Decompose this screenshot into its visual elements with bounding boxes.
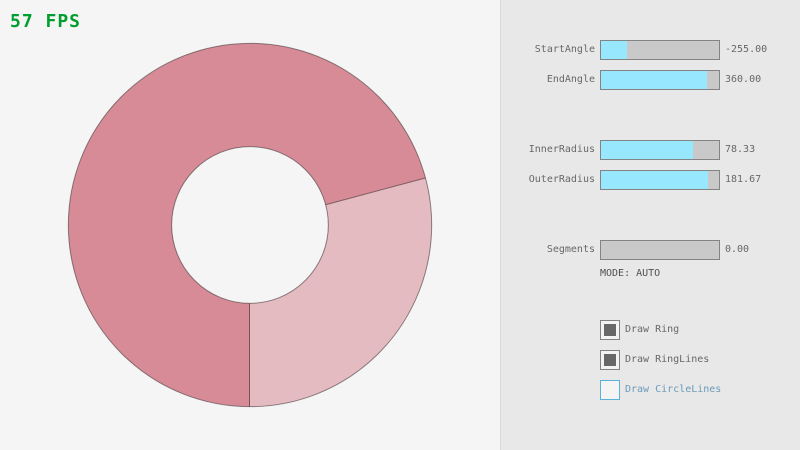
outer-radius-label: OuterRadius	[528, 174, 595, 185]
checkmark-icon	[604, 354, 616, 366]
ring-lines	[67, 42, 433, 408]
inner-radius-value: 78.33	[725, 144, 756, 155]
checkbox-row-draw-ringlines: Draw RingLines	[0, 350, 800, 370]
end-angle-slider[interactable]	[600, 70, 720, 90]
slider-row-outer-radius: OuterRadius 181.67	[0, 170, 800, 190]
segments-slider[interactable]	[600, 240, 720, 260]
inner-radius-slider[interactable]	[600, 140, 720, 160]
start-angle-value: -255.00	[725, 44, 768, 55]
segments-value: 0.00	[725, 244, 750, 255]
start-angle-slider-fill	[601, 41, 627, 59]
inner-radius-slider-fill	[601, 141, 694, 159]
start-angle-slider[interactable]	[600, 40, 720, 60]
ring-inner-outline	[171, 146, 329, 304]
ring-radial-line-start	[325, 177, 426, 206]
ring-outer-outline	[67, 42, 433, 408]
segments-mode-text: MODE: AUTO	[600, 268, 661, 279]
outer-radius-slider-fill	[601, 171, 709, 189]
draw-circlelines-checkbox[interactable]	[600, 380, 620, 400]
end-angle-label: EndAngle	[546, 74, 595, 85]
slider-row-end-angle: EndAngle 360.00	[0, 70, 800, 90]
draw-ring-label: Draw Ring	[625, 324, 680, 335]
inner-radius-label: InnerRadius	[528, 144, 595, 155]
start-angle-label: StartAngle	[534, 44, 595, 55]
draw-circlelines-label: Draw CircleLines	[625, 384, 722, 395]
slider-row-segments: Segments 0.00	[0, 240, 800, 260]
checkmark-icon	[604, 324, 616, 336]
outer-radius-value: 181.67	[725, 174, 762, 185]
draw-ring-checkbox[interactable]	[600, 320, 620, 340]
slider-row-start-angle: StartAngle -255.00	[0, 40, 800, 60]
end-angle-slider-fill	[601, 71, 708, 89]
outer-radius-slider[interactable]	[600, 170, 720, 190]
end-angle-value: 360.00	[725, 74, 762, 85]
draw-ringlines-checkbox[interactable]	[600, 350, 620, 370]
segments-label: Segments	[546, 244, 595, 255]
draw-ringlines-label: Draw RingLines	[625, 354, 710, 365]
ring-sector-minor	[250, 177, 432, 407]
fps-counter: 57 FPS	[10, 11, 82, 32]
checkbox-row-draw-circlelines: Draw CircleLines	[0, 380, 800, 400]
checkbox-row-draw-ring: Draw Ring	[0, 320, 800, 340]
slider-row-inner-radius: InnerRadius 78.33	[0, 140, 800, 160]
